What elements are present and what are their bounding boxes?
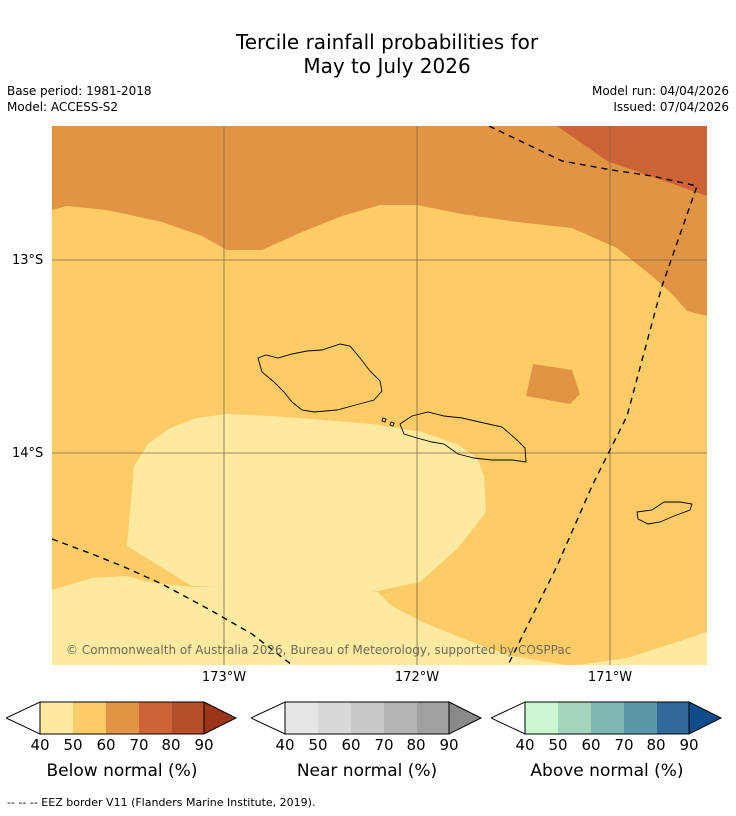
cb-near-title: Near normal (%) <box>296 761 438 781</box>
cb-above-swatch-60 <box>591 702 624 734</box>
coastlines <box>257 343 693 525</box>
cb-below-left-triangle <box>6 701 41 735</box>
cb-near-swatch-50 <box>318 702 351 734</box>
title-line-2: May to July 2026 <box>303 54 471 78</box>
cb-below-label-70: 70 <box>129 736 149 754</box>
cb-above-title: Above normal (%) <box>530 761 684 781</box>
cb-below-swatch-70 <box>139 702 172 734</box>
lon-tick-173w: 173°W <box>201 670 247 685</box>
cb-above-swatch-50 <box>558 702 591 734</box>
lat-tick-14s: 14°S <box>12 446 44 461</box>
map-svg: © Commonwealth of Australia 2026, Bureau… <box>52 126 707 665</box>
upolu-island <box>399 411 527 463</box>
cb-near-swatch-70 <box>384 702 417 734</box>
cb-near-label-80: 80 <box>406 736 426 754</box>
eez-border <box>52 126 698 665</box>
cb-near-label-70: 70 <box>374 736 394 754</box>
cb-above-label-40: 40 <box>515 736 535 754</box>
cb-above-label-90: 90 <box>679 736 699 754</box>
islet-a <box>381 417 387 423</box>
cb-near-swatch-80 <box>417 702 449 734</box>
cb-above-label-80: 80 <box>646 736 666 754</box>
eez-line-southwest <box>52 538 293 665</box>
meta-left: Base period: 1981-2018 Model: ACCESS-S2 <box>7 83 152 115</box>
map-title: Tercile rainfall probabilities for May t… <box>0 30 736 78</box>
cb-below-title: Below normal (%) <box>46 761 198 781</box>
copyright-text: © Commonwealth of Australia 2026, Bureau… <box>66 643 571 657</box>
cb-near-swatch-40 <box>285 702 318 734</box>
cb-above-right-triangle <box>688 701 723 735</box>
cb-below-label-80: 80 <box>161 736 181 754</box>
cb-above-swatch-70 <box>624 702 657 734</box>
cb-below-swatch-50 <box>73 702 106 734</box>
islet-b <box>389 421 395 427</box>
cb-near-label-60: 60 <box>341 736 361 754</box>
region-below-40-50-south <box>52 576 707 665</box>
region-below-60-70-patch <box>526 364 580 404</box>
cb-above-left-triangle <box>491 701 526 735</box>
savaii-island <box>257 343 383 413</box>
lon-tick-171w: 171°W <box>587 670 633 685</box>
lat-tick-13s: 13°S <box>12 253 44 268</box>
cb-below-frame <box>39 701 205 735</box>
cb-above-frame <box>524 701 690 735</box>
colorbar-above <box>491 701 723 735</box>
graticule <box>52 126 707 665</box>
cb-near-right-triangle <box>448 701 483 735</box>
cb-below-right-triangle <box>203 701 238 735</box>
cb-near-label-90: 90 <box>439 736 459 754</box>
issued-date: Issued: 07/04/2026 <box>613 100 729 114</box>
map-panel: © Commonwealth of Australia 2026, Bureau… <box>52 126 707 665</box>
cb-below-label-60: 60 <box>96 736 116 754</box>
cb-near-label-40: 40 <box>275 736 295 754</box>
cb-below-label-90: 90 <box>194 736 214 754</box>
eez-footnote: -- -- -- EEZ border V11 (Flanders Marine… <box>7 796 316 809</box>
base-period: Base period: 1981-2018 <box>7 84 152 98</box>
cb-below-swatch-60 <box>106 702 139 734</box>
cb-above-label-60: 60 <box>581 736 601 754</box>
title-line-1: Tercile rainfall probabilities for <box>235 30 539 54</box>
cb-near-frame <box>284 701 450 735</box>
cb-above-label-50: 50 <box>548 736 568 754</box>
region-below-40-50 <box>127 414 486 592</box>
cb-above-swatch-80 <box>657 702 689 734</box>
cb-below-label-50: 50 <box>63 736 83 754</box>
tutuila-island <box>636 501 693 525</box>
cb-near-left-triangle <box>251 701 286 735</box>
cb-near-swatch-60 <box>351 702 384 734</box>
colorbar-near <box>251 701 483 735</box>
cb-above-swatch-40 <box>525 702 558 734</box>
lon-tick-172w: 172°W <box>394 670 440 685</box>
meta-right: Model run: 04/04/2026 Issued: 07/04/2026 <box>592 83 729 115</box>
cb-below-label-40: 40 <box>30 736 50 754</box>
model-run: Model run: 04/04/2026 <box>591 84 729 98</box>
cb-above-label-70: 70 <box>614 736 634 754</box>
cb-below-swatch-80 <box>172 702 204 734</box>
cb-near-label-50: 50 <box>308 736 328 754</box>
cb-below-swatch-40 <box>40 702 73 734</box>
model-name: Model: ACCESS-S2 <box>7 100 119 114</box>
colorbar-below <box>6 701 238 735</box>
